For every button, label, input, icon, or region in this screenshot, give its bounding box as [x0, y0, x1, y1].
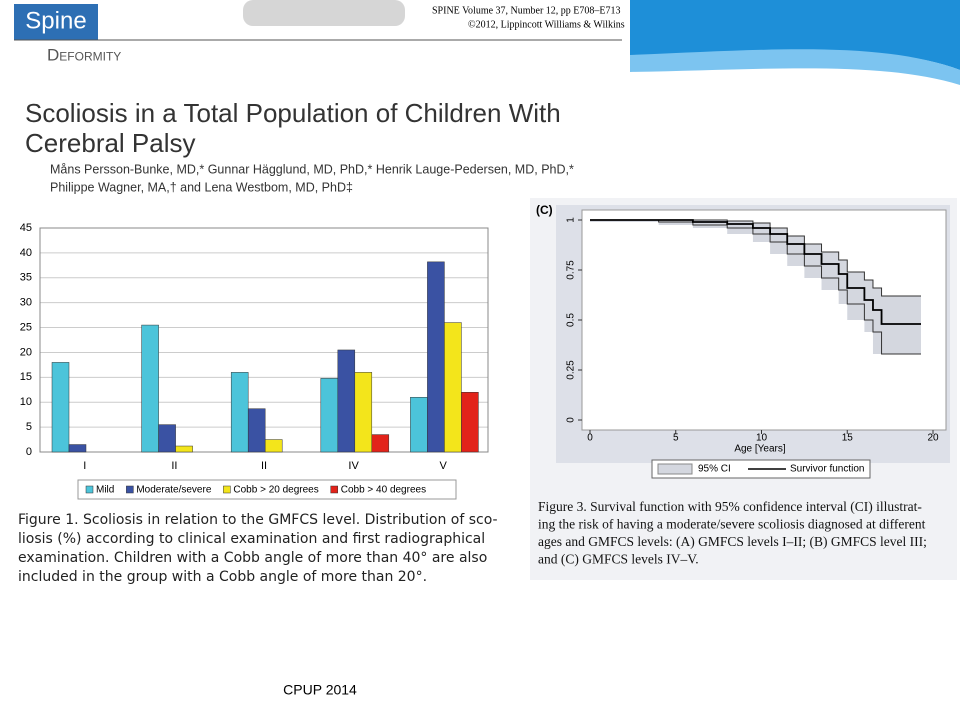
legend-swatch	[85, 485, 94, 494]
bar	[141, 324, 159, 453]
figure3-caption: and (C) GMFCS levels IV–V.	[538, 552, 699, 567]
y-tick-label: 1	[566, 217, 577, 223]
figure3-caption: ing the risk of having a moderate/severe…	[538, 517, 926, 532]
legend-swatch	[223, 485, 231, 494]
x-tick-label: 15	[842, 433, 854, 444]
authors: Philippe Wagner, MA,† and Lena Westbom, …	[50, 180, 353, 194]
bar	[320, 378, 339, 453]
title: Cerebral Palsy	[25, 128, 196, 158]
legend-label: 95% CI	[698, 464, 731, 475]
x-tick-label: 10	[756, 433, 768, 444]
journal-line: SPINE Volume 37, Number 12, pp E708–E713	[432, 5, 621, 16]
legend-label: Survivor function	[790, 464, 864, 475]
logo-box	[14, 4, 98, 40]
survivor-line	[590, 219, 921, 325]
toolbar	[243, 0, 405, 26]
y-tick-label: 0.5	[566, 313, 577, 327]
x-tick-label: 20	[927, 433, 939, 444]
figure1-caption: included in the group with a Cobb angle …	[18, 569, 427, 585]
bar	[337, 349, 356, 453]
legend-label: Cobb > 40 degrees	[341, 485, 426, 496]
y-tick-label: 0	[26, 446, 32, 458]
bar	[410, 396, 428, 453]
y-tick-label: 0.75	[566, 260, 577, 280]
bar	[371, 434, 390, 453]
title: Scoliosis in a Total Population of Child…	[25, 98, 561, 128]
authors: Måns Persson-Bunke, MD,* Gunnar Hägglund…	[50, 162, 574, 176]
figure3-caption: Figure 3. Survival function with 95% con…	[538, 499, 922, 514]
legend-label: Mild	[96, 485, 114, 496]
y-tick-label: 40	[20, 247, 32, 259]
x-tick-label: V	[440, 460, 448, 472]
bar	[68, 444, 87, 453]
x-tick-label: II	[171, 460, 177, 472]
bar	[158, 424, 176, 453]
ci-line	[590, 219, 921, 355]
x-tick-label: I	[83, 460, 86, 472]
bar	[247, 408, 266, 453]
y-tick-label: 35	[20, 272, 32, 284]
y-tick-label: 25	[20, 321, 32, 333]
bar	[264, 439, 283, 453]
figure3-caption: ages and GMFCS levels: (A) GMFCS levels …	[538, 534, 927, 549]
y-tick-label: 0	[566, 417, 577, 423]
bar	[444, 322, 462, 453]
section: Deformity	[47, 45, 121, 64]
figure1-caption: examination. Children with a Cobb angle …	[18, 550, 487, 566]
legend-swatch	[330, 485, 338, 494]
x-tick-label: 5	[673, 433, 679, 444]
figure1-caption: liosis (%) according to clinical examina…	[18, 531, 485, 547]
bar	[461, 392, 479, 453]
bar	[230, 372, 249, 453]
decor-swoosh	[630, 49, 960, 85]
y-tick-label: 20	[20, 346, 32, 358]
footer: CPUP 2014	[283, 682, 357, 698]
y-tick-label: 10	[20, 396, 32, 408]
logo: Spine	[25, 7, 86, 34]
panel-label: (C)	[536, 203, 553, 217]
x-tick-label: II	[261, 460, 267, 472]
bar	[51, 362, 70, 453]
y-tick-label: 0.25	[566, 360, 577, 380]
x-tick-label: 0	[587, 433, 593, 444]
bar	[354, 372, 373, 453]
legend-swatch	[657, 463, 693, 475]
figure1-caption: Figure 1. Scoliosis in relation to the G…	[18, 512, 498, 528]
y-tick-label: 45	[20, 222, 32, 234]
legend-label: Cobb > 20 degrees	[233, 485, 318, 496]
legend-box	[77, 479, 457, 500]
bar	[427, 261, 445, 453]
x-axis-label: Age [Years]	[734, 444, 786, 455]
legend-swatch	[126, 485, 134, 494]
y-tick-label: 15	[20, 371, 32, 383]
journal-line: ©2012, Lippincott Williams & Wilkins	[468, 19, 625, 30]
y-tick-label: 30	[20, 297, 32, 309]
legend-label: Moderate/severe	[136, 485, 211, 496]
x-tick-label: IV	[348, 460, 359, 472]
ci-line	[590, 219, 921, 297]
bar	[175, 445, 193, 453]
y-tick-label: 5	[26, 421, 32, 433]
